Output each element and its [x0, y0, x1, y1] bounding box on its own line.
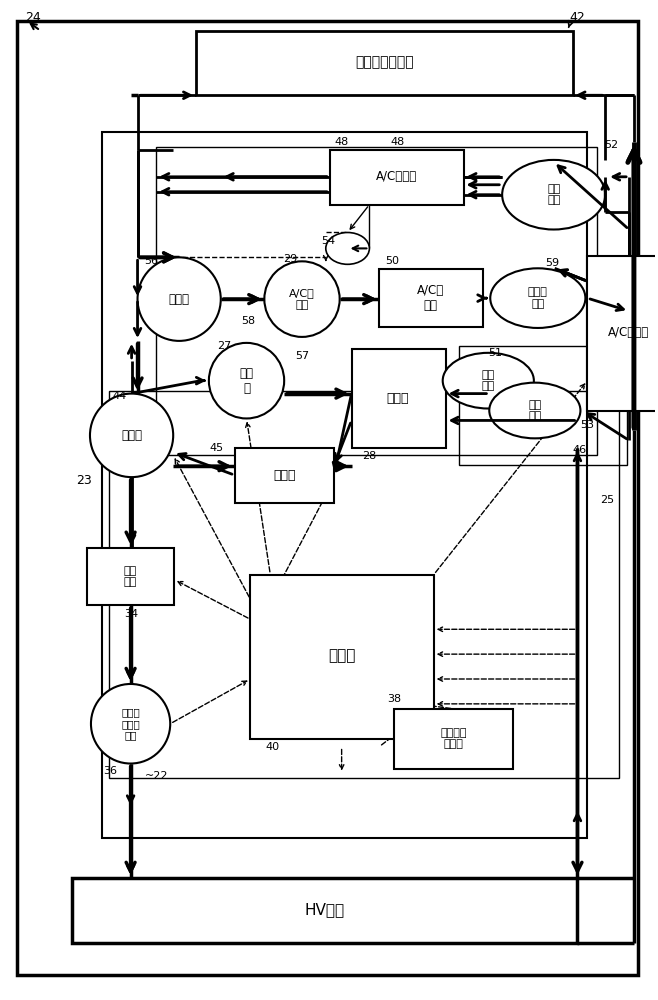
FancyBboxPatch shape [196, 31, 572, 95]
Text: 电池冷却散热器: 电池冷却散热器 [355, 55, 414, 69]
FancyBboxPatch shape [351, 349, 445, 448]
Text: 冷却液
温度传
感器: 冷却液 温度传 感器 [121, 707, 140, 740]
Ellipse shape [443, 353, 534, 409]
Text: 电池温度
传感器: 电池温度 传感器 [440, 728, 467, 749]
FancyBboxPatch shape [379, 269, 484, 327]
Text: 53: 53 [580, 420, 594, 430]
Ellipse shape [326, 232, 369, 264]
Text: 加热器: 加热器 [273, 469, 295, 482]
Text: 52: 52 [604, 140, 619, 150]
Text: 48: 48 [390, 137, 404, 147]
Text: 34: 34 [124, 609, 139, 619]
Text: 59: 59 [545, 258, 560, 268]
Text: 膨胀
阀: 膨胀 阀 [240, 367, 253, 395]
FancyBboxPatch shape [588, 256, 658, 410]
Text: 51: 51 [488, 348, 502, 358]
FancyBboxPatch shape [394, 709, 513, 768]
Text: 低侧
温度: 低侧 温度 [528, 400, 542, 421]
Text: 38: 38 [387, 694, 401, 704]
Text: 50: 50 [385, 256, 399, 266]
FancyBboxPatch shape [87, 548, 174, 605]
Text: A/C凝凝器: A/C凝凝器 [376, 170, 417, 183]
Circle shape [91, 684, 170, 764]
Text: 40: 40 [265, 742, 280, 752]
Text: 冷却
液泵: 冷却 液泵 [124, 566, 138, 587]
Text: A/C膨
胀阀: A/C膨 胀阀 [289, 288, 315, 310]
Text: 低侧
压力: 低侧 压力 [482, 370, 495, 391]
Circle shape [265, 261, 340, 337]
Text: 57: 57 [295, 351, 309, 361]
Circle shape [90, 394, 173, 477]
Text: 控制器: 控制器 [328, 649, 355, 664]
Text: 58: 58 [241, 316, 255, 326]
FancyBboxPatch shape [251, 575, 434, 739]
Circle shape [209, 343, 284, 418]
Text: 48: 48 [334, 137, 349, 147]
Text: 23: 23 [76, 474, 92, 487]
FancyBboxPatch shape [72, 878, 578, 943]
Ellipse shape [490, 383, 580, 438]
Text: 高侧
压力: 高侧 压力 [547, 184, 561, 206]
Text: HV电池: HV电池 [305, 902, 345, 917]
Text: 截止阀: 截止阀 [168, 293, 190, 306]
Ellipse shape [502, 160, 605, 230]
FancyBboxPatch shape [330, 150, 463, 205]
Text: 44: 44 [113, 391, 127, 401]
Text: 29: 29 [283, 254, 297, 264]
Text: 56: 56 [144, 256, 159, 266]
Ellipse shape [490, 268, 586, 328]
Text: 46: 46 [572, 445, 586, 455]
Text: 28: 28 [363, 451, 376, 461]
Text: ~22: ~22 [145, 771, 168, 781]
Text: 45: 45 [210, 443, 224, 453]
Text: 36: 36 [103, 766, 116, 776]
Text: 导流阀: 导流阀 [121, 429, 142, 442]
Text: A/C蒸
发器: A/C蒸 发器 [417, 284, 444, 312]
Text: 25: 25 [600, 495, 615, 505]
Text: 24: 24 [24, 11, 40, 24]
Text: 冷却器: 冷却器 [387, 392, 409, 405]
FancyBboxPatch shape [235, 448, 334, 503]
Text: 42: 42 [570, 11, 586, 24]
Text: 27: 27 [218, 341, 232, 351]
Circle shape [138, 257, 221, 341]
Text: 54: 54 [320, 236, 335, 246]
Text: A/C压缩机: A/C压缩机 [609, 326, 649, 339]
Text: 温度传
感器: 温度传 感器 [528, 287, 547, 309]
